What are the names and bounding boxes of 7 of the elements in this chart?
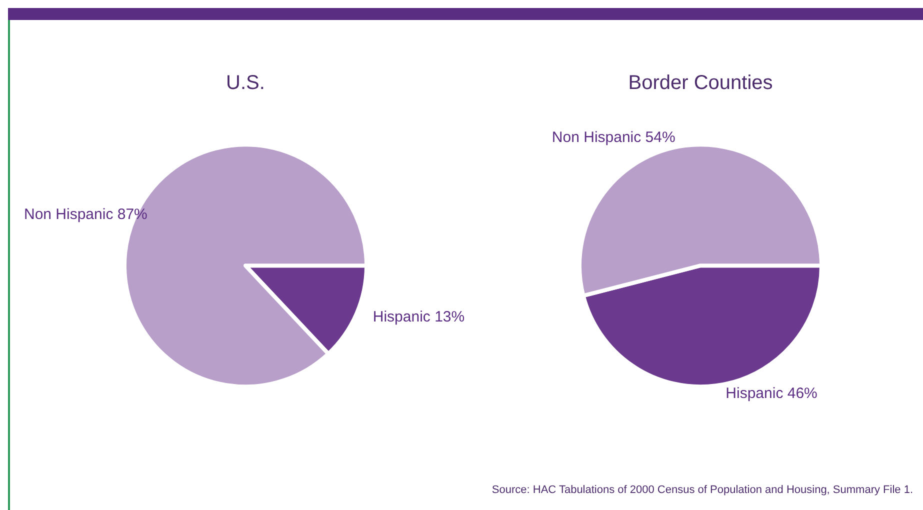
slice-label: Non Hispanic 87% — [24, 206, 148, 223]
slice-label: Non Hispanic 54% — [552, 129, 676, 146]
slice-label: Hispanic 46% — [726, 385, 818, 402]
source-note: Source: HAC Tabulations of 2000 Census of Population and Housing, Summary File 1. — [492, 484, 913, 496]
chart-title: U.S. — [226, 72, 265, 94]
slice-label: Hispanic 13% — [372, 308, 465, 326]
chart-title: Border Counties — [628, 72, 773, 94]
